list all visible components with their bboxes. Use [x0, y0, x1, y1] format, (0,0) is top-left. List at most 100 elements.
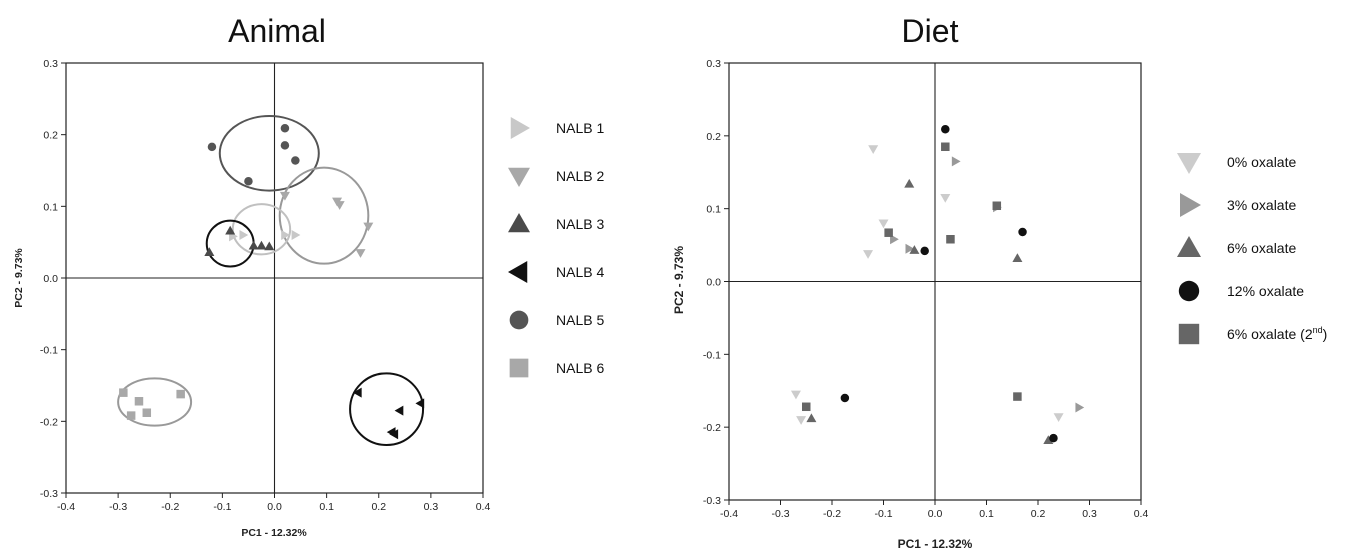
x-axis-label: PC1 - 12.32% [241, 527, 307, 539]
cluster-ellipse [231, 203, 292, 256]
cluster-ellipse [349, 372, 425, 446]
data-point [204, 247, 215, 256]
legend-label: NALB 5 [556, 312, 604, 328]
y-tick-label: 0.0 [43, 273, 58, 285]
x-axis-label: PC1 - 12.32% [898, 537, 973, 551]
x-tick-label: -0.3 [109, 501, 127, 513]
x-tick-label: 0.3 [424, 501, 439, 513]
data-point [1018, 227, 1027, 237]
x-tick-label: -0.3 [771, 508, 789, 520]
data-point [280, 123, 290, 133]
data-point [868, 145, 879, 154]
legend-marker [510, 117, 530, 139]
data-point [806, 413, 817, 423]
x-tick-label: 0.2 [371, 501, 386, 513]
data-point [941, 142, 950, 152]
y-tick-label: 0.1 [43, 201, 58, 213]
data-point [291, 156, 300, 165]
y-tick-label: -0.2 [40, 416, 58, 428]
x-tick-label: -0.1 [213, 501, 231, 513]
chart-title: Animal [228, 13, 326, 49]
data-point [884, 228, 893, 237]
data-point [134, 397, 144, 406]
legend-label: NALB 4 [556, 264, 604, 280]
x-tick-label: 0.3 [1082, 508, 1097, 520]
legend-marker [1177, 153, 1201, 174]
data-point [176, 389, 185, 399]
legend-marker [508, 167, 530, 187]
legend-marker [1178, 280, 1200, 302]
y-tick-label: 0.1 [706, 204, 721, 216]
x-tick-label: 0.2 [1031, 508, 1046, 520]
x-tick-label: 0.4 [1134, 508, 1149, 520]
legend-label: NALB 1 [556, 120, 604, 136]
x-tick-label: -0.4 [720, 508, 738, 520]
legend-marker [509, 310, 529, 330]
data-point [1075, 402, 1085, 413]
x-tick-label: 0.1 [319, 501, 334, 513]
data-point [355, 249, 366, 258]
data-point [878, 219, 889, 229]
data-point [239, 230, 249, 240]
animal-panel: Animal -0.4 -0.3 -0.2 -0.1 0.0 0.1 0.2 0.3 0.4-0… [13, 13, 604, 539]
cluster-ellipse [218, 115, 320, 192]
data-point [940, 193, 951, 203]
data-point [1053, 413, 1064, 422]
x-tick-label: 0.0 [928, 508, 943, 520]
data-point [291, 230, 301, 240]
y-tick-label: 0.3 [706, 58, 721, 70]
diet-panel: Diet -0.4 -0.3 -0.2 -0.1 0.0 0.1 0.2 0.3 0.4-0.3… [672, 13, 1327, 551]
y-tick-label: -0.2 [703, 422, 721, 434]
data-point [992, 201, 1002, 211]
chart-title: Diet [902, 13, 959, 49]
x-tick-label: -0.4 [57, 501, 75, 513]
data-point [1043, 435, 1054, 445]
data-point [248, 240, 259, 250]
x-tick-label: -0.2 [161, 501, 179, 513]
data-point [802, 402, 811, 412]
legend-marker [508, 213, 530, 233]
legend-marker [1177, 236, 1201, 257]
data-point [142, 408, 152, 417]
x-tick-label: -0.2 [823, 508, 841, 520]
y-axis-label: PC2 - 9.73% [13, 248, 25, 308]
legend-label: 6% oxalate [1227, 240, 1296, 256]
legend-marker [508, 261, 528, 283]
x-tick-label: 0.4 [476, 501, 491, 513]
data-point [904, 178, 915, 188]
data-point [256, 240, 267, 250]
data-point [264, 241, 275, 251]
data-point [415, 398, 425, 409]
cluster-ellipse [117, 377, 193, 427]
data-point [1013, 392, 1022, 401]
data-point [244, 177, 253, 186]
data-point [941, 125, 950, 134]
data-point [281, 230, 290, 240]
y-tick-label: 0.3 [43, 58, 58, 70]
legend-label: 12% oxalate [1227, 283, 1304, 299]
legend-label: 3% oxalate [1227, 197, 1296, 213]
y-axis-label: PC2 - 9.73% [672, 246, 686, 314]
data-point [790, 390, 801, 400]
data-point [796, 416, 807, 425]
data-point [280, 141, 290, 150]
data-point [225, 225, 236, 235]
data-point [207, 142, 217, 152]
data-point [389, 429, 399, 440]
y-tick-label: -0.3 [40, 488, 58, 500]
legend-marker [1180, 193, 1201, 217]
legend: 0% oxalate 3% oxalate 6% oxalate 12% oxalat… [1177, 153, 1327, 345]
data-point [905, 243, 915, 254]
data-point [394, 405, 404, 416]
legend-marker [509, 358, 529, 378]
y-tick-label: 0.0 [706, 277, 721, 289]
data-point [352, 387, 362, 398]
data-point [840, 393, 850, 403]
data-point [279, 191, 290, 201]
data-point [334, 201, 345, 210]
y-tick-label: -0.3 [703, 495, 721, 507]
legend-label: NALB 2 [556, 168, 604, 184]
data-point [920, 246, 929, 256]
data-point [119, 388, 128, 397]
